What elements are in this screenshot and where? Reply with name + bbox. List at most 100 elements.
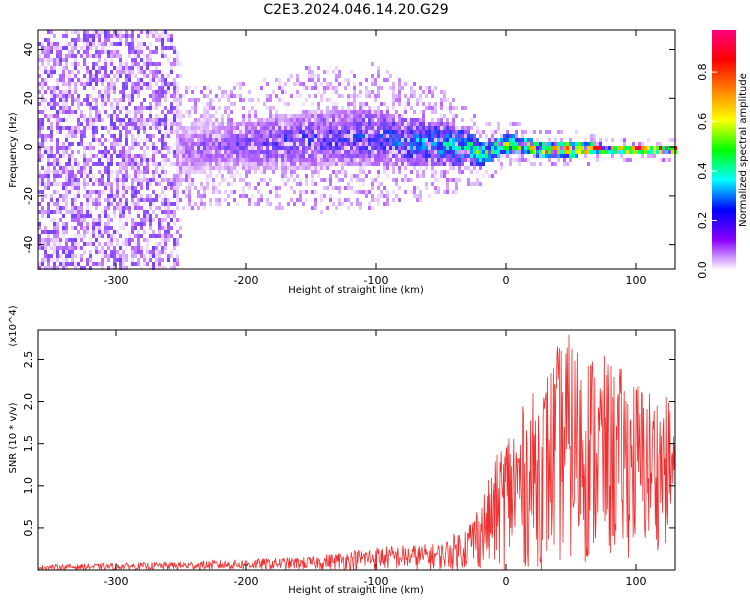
heatmap-cell	[518, 162, 521, 166]
heatmap-cell	[59, 54, 62, 58]
heatmap-cell	[464, 146, 467, 150]
heatmap-cell	[239, 94, 242, 98]
heatmap-cell	[77, 126, 80, 130]
heatmap-cell	[83, 154, 86, 158]
heatmap-cell	[119, 166, 122, 170]
heatmap-cell	[428, 106, 431, 110]
heatmap-cell	[59, 154, 62, 158]
heatmap-cell	[146, 74, 149, 78]
heatmap-cell	[173, 118, 176, 122]
heatmap-cell	[92, 202, 95, 206]
heatmap-cell	[164, 206, 167, 210]
heatmap-cell	[419, 198, 422, 202]
heatmap-cell	[296, 78, 299, 82]
heatmap-cell	[188, 126, 191, 130]
heatmap-cell	[413, 154, 416, 158]
heatmap-cell	[161, 202, 164, 206]
heatmap-cell	[275, 110, 278, 114]
heatmap-cell	[134, 222, 137, 226]
heatmap-cell	[263, 118, 266, 122]
heatmap-cell	[95, 130, 98, 134]
heatmap-cell	[152, 142, 155, 146]
heatmap-cell	[191, 158, 194, 162]
heatmap-cell	[155, 102, 158, 106]
heatmap-cell	[74, 254, 77, 258]
heatmap-cell	[269, 134, 272, 138]
heatmap-cell	[371, 130, 374, 134]
heatmap-cell	[245, 150, 248, 154]
heatmap-cell	[110, 134, 113, 138]
heatmap-cell	[134, 262, 137, 266]
heatmap-cell	[152, 98, 155, 102]
heatmap-cell	[155, 98, 158, 102]
heatmap-cell	[104, 150, 107, 154]
heatmap-cell	[311, 190, 314, 194]
heatmap-cell	[119, 262, 122, 266]
heatmap-cell	[242, 162, 245, 166]
heatmap-cell	[179, 138, 182, 142]
heatmap-cell	[374, 106, 377, 110]
heatmap-cell	[68, 86, 71, 90]
heatmap-cell	[530, 138, 533, 142]
heatmap-cell	[185, 158, 188, 162]
heatmap-cell	[389, 114, 392, 118]
heatmap-cell	[77, 150, 80, 154]
heatmap-cell	[41, 58, 44, 62]
heatmap-cell	[431, 150, 434, 154]
heatmap-cell	[200, 198, 203, 202]
heatmap-cell	[296, 182, 299, 186]
heatmap-cell	[419, 190, 422, 194]
heatmap-cell	[290, 118, 293, 122]
heatmap-cell	[422, 138, 425, 142]
heatmap-cell	[56, 230, 59, 234]
heatmap-cell	[113, 178, 116, 182]
heatmap-cell	[92, 30, 95, 34]
heatmap-cell	[149, 42, 152, 46]
heatmap-cell	[53, 190, 56, 194]
heatmap-cell	[296, 158, 299, 162]
heatmap-cell	[425, 106, 428, 110]
heatmap-cell	[233, 158, 236, 162]
heatmap-cell	[263, 178, 266, 182]
heatmap-cell	[233, 178, 236, 182]
heatmap-cell	[215, 190, 218, 194]
heatmap-cell	[248, 146, 251, 150]
heatmap-cell	[110, 86, 113, 90]
heatmap-cell	[173, 78, 176, 82]
heatmap-cell	[335, 122, 338, 126]
heatmap-cell	[89, 82, 92, 86]
heatmap-cell	[161, 110, 164, 114]
heatmap-cell	[320, 142, 323, 146]
heatmap-cell	[323, 130, 326, 134]
heatmap-cell	[404, 130, 407, 134]
heatmap-cell	[431, 170, 434, 174]
heatmap-cell	[44, 194, 47, 198]
heatmap-cell	[50, 210, 53, 214]
heatmap-cell	[41, 210, 44, 214]
heatmap-cell	[257, 202, 260, 206]
heatmap-cell	[314, 114, 317, 118]
heatmap-cell	[407, 134, 410, 138]
heatmap-cell	[236, 94, 239, 98]
heatmap-cell	[434, 134, 437, 138]
heatmap-cell	[140, 226, 143, 230]
heatmap-cell	[314, 162, 317, 166]
heatmap-cell	[518, 150, 521, 154]
heatmap-cell	[347, 146, 350, 150]
heatmap-cell	[353, 130, 356, 134]
heatmap-cell	[71, 94, 74, 98]
heatmap-cell	[272, 158, 275, 162]
heatmap-cell	[131, 66, 134, 70]
heatmap-cell	[59, 238, 62, 242]
heatmap-cell	[140, 146, 143, 150]
heatmap-cell	[398, 166, 401, 170]
heatmap-cell	[41, 98, 44, 102]
heatmap-cell	[299, 190, 302, 194]
heatmap-cell	[47, 182, 50, 186]
heatmap-cell	[533, 150, 536, 154]
heatmap-cell	[350, 186, 353, 190]
heatmap-cell	[65, 118, 68, 122]
heatmap-cell	[47, 86, 50, 90]
heatmap-cell	[188, 158, 191, 162]
heatmap-cell	[431, 154, 434, 158]
